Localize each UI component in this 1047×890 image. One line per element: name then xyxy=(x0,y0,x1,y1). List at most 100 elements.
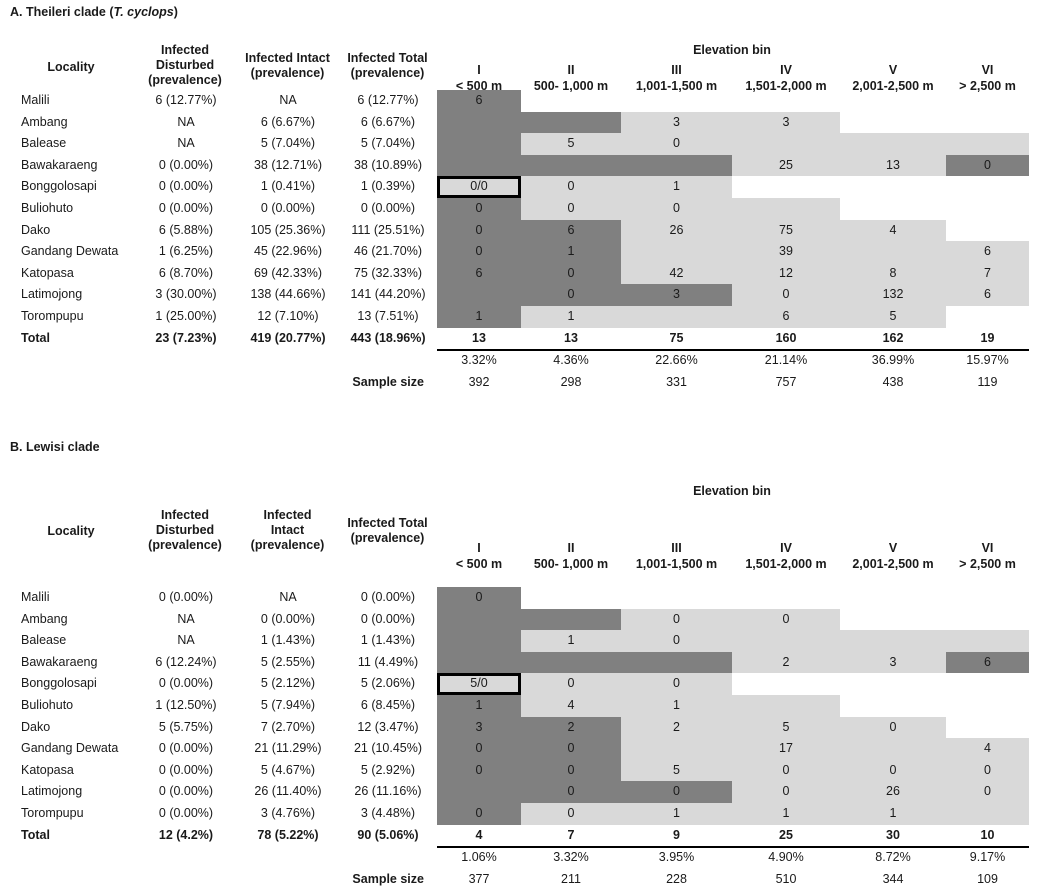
infected-total: 0 (0.00%) xyxy=(360,201,416,215)
bin-roman: III xyxy=(671,541,682,555)
bin-count-ii: 4 xyxy=(521,695,621,717)
infected-intact: 3 (4.76%) xyxy=(260,806,316,820)
bin-count-ii: 0 xyxy=(521,738,621,760)
bin-count-iii: 3 xyxy=(621,284,732,306)
bin-count-iii xyxy=(621,90,732,112)
total-infected: 443 (18.96%) xyxy=(350,330,426,345)
infected-disturbed: 0 (0.00%) xyxy=(158,676,214,691)
bin-count-iii xyxy=(621,154,732,177)
bin-count-v xyxy=(840,695,946,717)
total-row: Total 23 (7.23%) 419 (20.77%) 443 (18.96%) 1… xyxy=(0,328,1047,350)
infected-disturbed: NA xyxy=(177,633,195,648)
infected-total: 6 (6.67%) xyxy=(360,114,416,129)
total-bin-v: 30 xyxy=(886,827,900,842)
bin-count-i: 3 xyxy=(437,716,521,739)
locality-name: Buliohuto xyxy=(21,698,74,712)
bin-count-i xyxy=(437,651,521,674)
infected-intact: NA xyxy=(279,93,297,107)
bin-count-iv: 0 xyxy=(732,781,840,803)
bin-count-v: 4 xyxy=(840,219,946,242)
sample-size-bin-ii: 298 xyxy=(560,374,582,389)
infected-total: 0 (0.00%) xyxy=(360,590,416,604)
bin-count-ii: 2 xyxy=(521,716,621,739)
infected-total: 13 (7.51%) xyxy=(357,309,419,323)
bin-roman: VI xyxy=(981,63,994,77)
infected-disturbed: 0 (0.00%) xyxy=(158,741,214,756)
infected-total: 11 (4.49%) xyxy=(357,654,419,669)
bin-count-vi xyxy=(946,587,1029,609)
total-bin-iv: 25 xyxy=(779,827,793,842)
infected-intact: 138 (44.66%) xyxy=(250,287,326,302)
infected-total: 0 (0.00%) xyxy=(360,611,416,626)
prevalence-bin-ii: 4.36% xyxy=(553,353,589,368)
header-bin-v: V 2,001-2,500 m xyxy=(840,540,946,572)
bin-count-v: 5 xyxy=(840,306,946,328)
bin-count-vi xyxy=(946,803,1029,825)
bin-count-iv: 12 xyxy=(732,262,840,285)
sample-size-bin-iv: 510 xyxy=(775,871,797,886)
total-intact: 78 (5.22%) xyxy=(257,827,319,842)
total-bin-iv: 160 xyxy=(775,330,797,345)
infected-total: 21 (10.45%) xyxy=(353,741,423,756)
bin-count-iv xyxy=(732,133,840,155)
bin-range: 1,501-2,000 m xyxy=(745,557,827,571)
bin-count-vi xyxy=(946,220,1029,242)
bin-count-ii xyxy=(521,587,621,609)
infected-intact: 1 (0.41%) xyxy=(260,179,316,194)
infected-intact: 45 (22.96%) xyxy=(253,244,323,259)
total-bin-i: 4 xyxy=(475,827,483,842)
bin-count-i xyxy=(437,133,521,155)
bin-count-i: 1 xyxy=(437,695,521,717)
species-name: T. cyclops xyxy=(113,5,174,19)
bin-count-i: 0 xyxy=(437,241,521,263)
infected-disturbed: 0 (0.00%) xyxy=(158,590,214,604)
bin-roman: II xyxy=(567,63,575,77)
bin-count-iv: 25 xyxy=(732,154,840,177)
prevalence-row: 3.32% 4.36% 22.66% 21.14% 36.99% 15.97% xyxy=(0,350,1047,372)
infected-total: 111 (25.51%) xyxy=(351,222,425,237)
header-locality: Locality xyxy=(47,60,95,74)
infected-disturbed: NA xyxy=(177,114,195,129)
bin-count-iii xyxy=(621,306,732,328)
header-infected-disturbed-line: Disturbed xyxy=(155,58,215,72)
header-infected-intact-line: (prevalence) xyxy=(250,66,325,80)
prevalence-bin-ii: 3.32% xyxy=(553,850,589,865)
bin-count-i: 0 xyxy=(437,587,521,609)
bin-count-vi xyxy=(946,609,1029,631)
bin-roman: II xyxy=(567,541,575,555)
infected-disturbed: 0 (0.00%) xyxy=(158,762,214,777)
bin-range: 1,001-1,500 m xyxy=(635,557,718,571)
bin-count-i: 5/0 xyxy=(437,673,521,695)
bin-count-vi: 0 xyxy=(946,759,1029,782)
bin-count-v: 0 xyxy=(840,716,946,739)
sample-size-label: Sample size xyxy=(352,871,424,886)
header-infected-total-line: Infected Total xyxy=(347,51,428,65)
bin-count-i: 0 xyxy=(437,803,521,825)
infected-disturbed: 0 (0.00%) xyxy=(158,784,214,799)
bin-count-iv: 17 xyxy=(732,738,840,760)
total-bin-ii: 7 xyxy=(567,827,575,842)
bin-count-iv: 39 xyxy=(732,241,840,263)
title-text: A. Theileri clade ( xyxy=(10,5,114,19)
title-text: B. Lewisi clade xyxy=(10,440,100,454)
bin-count-ii xyxy=(521,651,621,674)
header-bin-iv: IV 1,501-2,000 m xyxy=(732,62,840,94)
bin-count-iii: 26 xyxy=(621,219,732,242)
bin-count-v: 3 xyxy=(840,651,946,674)
header-infected-intact: Infected Intact (prevalence) xyxy=(230,51,345,81)
bin-count-v xyxy=(840,673,946,695)
total-bin-i: 13 xyxy=(472,330,486,345)
bin-count-vi: 6 xyxy=(946,651,1029,674)
bin-count-iii: 42 xyxy=(621,262,732,285)
table-row: Katopasa 0 (0.00%) 5 (4.67%) 5 (2.92%) 0 0 5 0 0… xyxy=(0,759,1047,782)
table-row: Dako 5 (5.75%) 7 (2.70%) 12 (3.47%) 3 2 2 5 0 xyxy=(0,716,1047,739)
header-infected-total-line: Infected Total xyxy=(347,516,428,530)
bin-count-v xyxy=(840,176,946,198)
infected-intact: 5 (2.55%) xyxy=(260,654,316,669)
infected-disturbed: 3 (30.00%) xyxy=(155,287,217,302)
bin-count-ii: 5 xyxy=(521,133,621,155)
bin-count-v xyxy=(840,609,946,631)
sample-size-bin-vi: 109 xyxy=(977,871,998,886)
header-bin-iii: III 1,001-1,500 m xyxy=(621,62,732,94)
bin-roman: V xyxy=(888,63,898,77)
